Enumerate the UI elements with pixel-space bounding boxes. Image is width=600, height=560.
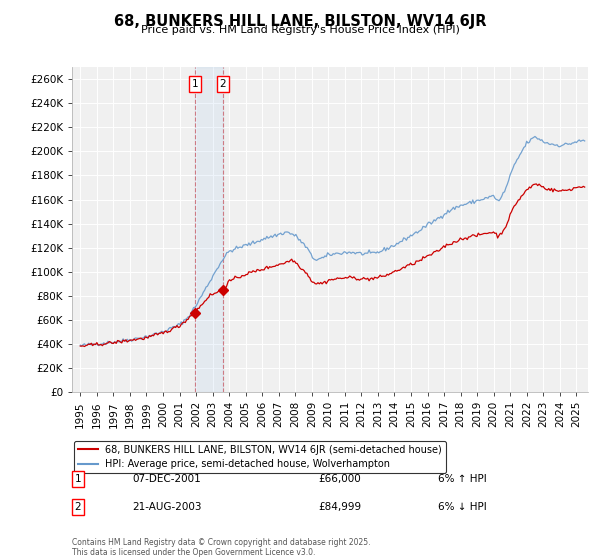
Text: Price paid vs. HM Land Registry's House Price Index (HPI): Price paid vs. HM Land Registry's House …: [140, 25, 460, 35]
Legend: 68, BUNKERS HILL LANE, BILSTON, WV14 6JR (semi-detached house), HPI: Average pri: 68, BUNKERS HILL LANE, BILSTON, WV14 6JR…: [74, 441, 446, 473]
Text: 1: 1: [74, 474, 82, 484]
Text: 07-DEC-2001: 07-DEC-2001: [132, 474, 201, 484]
Text: £66,000: £66,000: [318, 474, 361, 484]
Text: 68, BUNKERS HILL LANE, BILSTON, WV14 6JR: 68, BUNKERS HILL LANE, BILSTON, WV14 6JR: [114, 14, 486, 29]
Text: 21-AUG-2003: 21-AUG-2003: [132, 502, 202, 512]
Text: £84,999: £84,999: [318, 502, 361, 512]
Text: 2: 2: [74, 502, 82, 512]
Text: 2: 2: [220, 79, 226, 89]
Text: 6% ↑ HPI: 6% ↑ HPI: [438, 474, 487, 484]
Text: Contains HM Land Registry data © Crown copyright and database right 2025.
This d: Contains HM Land Registry data © Crown c…: [72, 538, 371, 557]
Text: 6% ↓ HPI: 6% ↓ HPI: [438, 502, 487, 512]
Bar: [195, 67, 223, 392]
Text: 1: 1: [191, 79, 198, 89]
